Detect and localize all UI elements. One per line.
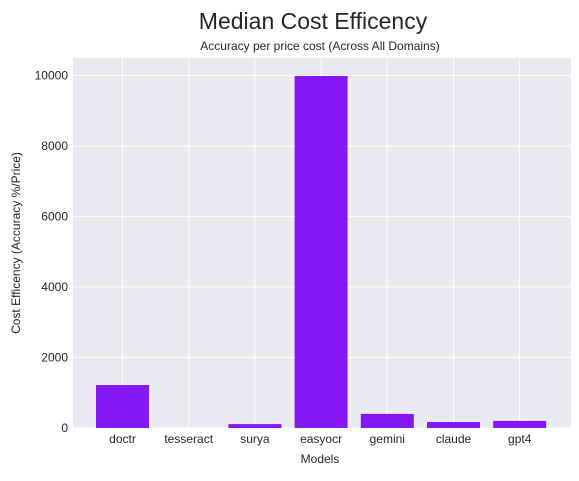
- x-tick-label-easyocr: easyocr: [300, 432, 342, 446]
- x-axis-label: Models: [301, 452, 340, 466]
- x-tick-label-doctr: doctr: [109, 432, 136, 446]
- x-tick-label-gemini: gemini: [370, 432, 405, 446]
- bar-surya: [228, 424, 282, 428]
- x-tick-label-surya: surya: [240, 432, 270, 446]
- y-tick-label: 0: [61, 421, 68, 435]
- y-tick-label: 10000: [35, 69, 69, 83]
- bar-gemini: [360, 413, 414, 428]
- y-tick-label: 8000: [41, 139, 68, 153]
- bar-claude: [427, 422, 480, 428]
- bar-easyocr: [294, 75, 348, 428]
- bar-doctr: [96, 385, 149, 428]
- chart-title: Median Cost Efficency: [199, 8, 428, 34]
- y-tick-label: 6000: [41, 210, 68, 224]
- y-axis-label: Cost Efficency (Accuracy %/Price): [9, 152, 23, 334]
- x-tick-label-gpt4: gpt4: [508, 432, 532, 446]
- y-tick-labels: 0 2000 4000 6000 8000 10000: [35, 69, 69, 435]
- x-tick-label-claude: claude: [436, 432, 472, 446]
- chart-subtitle: Accuracy per price cost (Across All Doma…: [200, 39, 439, 53]
- bar-gpt4: [493, 420, 547, 428]
- x-tick-labels: doctr tesseract surya easyocr gemini claude gp…: [109, 432, 532, 446]
- y-tick-label: 4000: [41, 280, 68, 294]
- x-tick-label-tesseract: tesseract: [164, 432, 213, 446]
- bars: [96, 75, 547, 428]
- y-tick-label: 2000: [41, 351, 68, 365]
